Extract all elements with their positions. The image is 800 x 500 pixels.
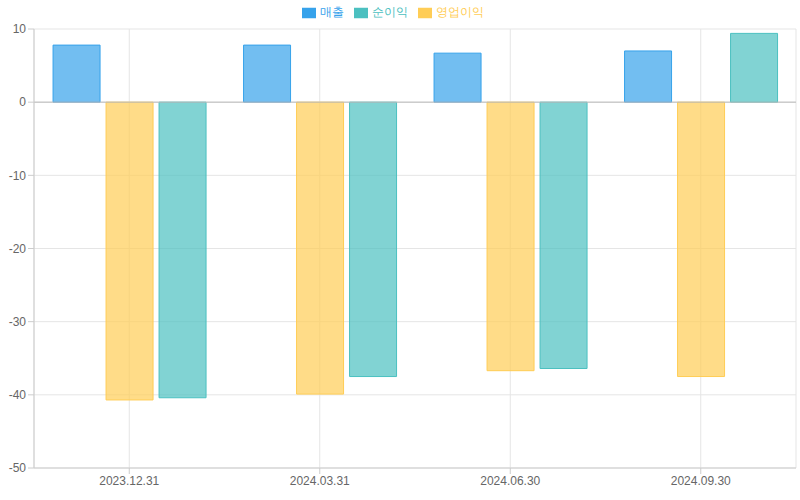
svg-text:2024.03.31: 2024.03.31: [290, 474, 350, 488]
svg-text:2024.06.30: 2024.06.30: [480, 474, 540, 488]
svg-text:2024.09.30: 2024.09.30: [671, 474, 731, 488]
html-text:매출: 매출: [320, 5, 344, 19]
html-text:영업이익: 영업이익: [436, 5, 484, 19]
svg-text:-10: -10: [9, 169, 27, 183]
svg-text:10: 10: [13, 22, 27, 36]
svg-text:-40: -40: [9, 388, 27, 402]
html-text:순이익: 순이익: [372, 5, 408, 19]
svg-text:-30: -30: [9, 315, 27, 329]
svg-text:0: 0: [19, 95, 26, 109]
svg-text:-50: -50: [9, 461, 27, 475]
svg-text:2023.12.31: 2023.12.31: [99, 474, 159, 488]
svg-text:-20: -20: [9, 242, 27, 256]
